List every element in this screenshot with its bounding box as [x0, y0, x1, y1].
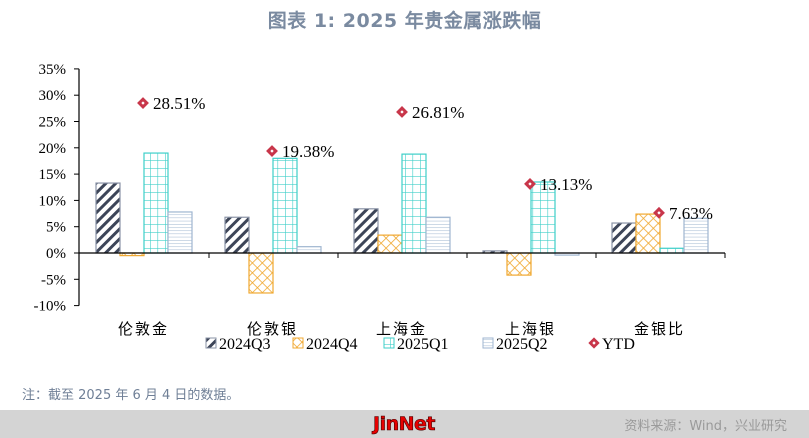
ytd-value-label: 19.38% [282, 142, 334, 161]
bar-2025q2 [296, 246, 322, 254]
bar-2025q1 [659, 247, 685, 254]
ytd-value-label: 13.13% [540, 175, 592, 194]
bar-2024q3 [95, 182, 121, 254]
bar-chart: 35% 30% 25% 20% 15% 10% 5% 0% -5% -10% 伦敦金 伦敦银 上海金 上… [34, 62, 726, 353]
source-text: 资料来源：Wind，兴业研究 [624, 419, 787, 434]
y-axis: 35% 30% 25% 20% 15% 10% 5% 0% -5% -10% [34, 62, 80, 315]
y-tick-label: -10% [34, 299, 67, 315]
x-axis: 伦敦金 伦敦银 上海金 上海银 金银比 [79, 252, 726, 338]
y-tick-label: 25% [39, 115, 67, 131]
x-category-label: 上海金 [376, 321, 427, 338]
x-category-label: 金银比 [634, 321, 685, 338]
ytd-value-label: 7.63% [669, 204, 713, 223]
bar-2025q1 [143, 152, 169, 254]
legend-swatch-2024q4-icon [292, 337, 304, 349]
bar-2025q2 [683, 217, 709, 254]
legend-swatch-2025q2-icon [482, 337, 494, 349]
y-tick-label: 30% [39, 88, 67, 104]
bar-2024q3 [353, 208, 379, 254]
ytd-value-label: 26.81% [412, 103, 464, 122]
legend-label: YTD [602, 336, 635, 353]
footnote: 注：截至 2025 年 6 月 4 日的数据。 [22, 388, 240, 403]
y-tick-label: 35% [39, 62, 67, 78]
legend-swatch-2025q1-icon [383, 337, 395, 349]
bar-2025q1 [401, 153, 427, 254]
y-tick-label: 15% [39, 167, 67, 183]
bar-2024q4 [377, 234, 403, 254]
bar-2024q3 [224, 216, 250, 254]
bar-2024q4 [635, 213, 661, 254]
ytd-value-label: 28.51% [153, 94, 205, 113]
legend-label: 2024Q3 [219, 336, 271, 353]
x-category-label: 伦敦金 [118, 321, 169, 338]
bar-2024q3 [611, 222, 637, 254]
x-category-label: 上海银 [505, 321, 556, 338]
legend-label: 2024Q4 [306, 336, 358, 353]
chart-title: 图表 1: 2025 年贵金属涨跌幅 [267, 10, 542, 32]
x-category-label: 伦敦银 [247, 321, 298, 338]
ytd-markers: 28.51% 19.38% 26.81% 13.13% 7.63% [137, 94, 713, 223]
legend: 2024Q3 2024Q4 2025Q1 2025Q2 YTD [205, 336, 635, 353]
y-tick-label: 0% [46, 246, 66, 262]
bar-2024q4 [506, 252, 532, 276]
bar-series [95, 152, 709, 294]
footer-bar: JinNet 资料来源：Wind，兴业研究 [0, 410, 809, 438]
y-tick-label: -5% [41, 272, 66, 288]
bar-2025q2 [167, 211, 193, 254]
legend-label: 2025Q2 [496, 336, 548, 353]
brand-logo: JinNet [373, 413, 436, 436]
legend-swatch-2024q3-icon [205, 337, 217, 349]
legend-label: 2025Q1 [397, 336, 449, 353]
y-tick-label: 20% [39, 141, 67, 157]
y-tick-label: 10% [39, 193, 67, 209]
bar-2024q4 [248, 252, 274, 294]
bar-2025q2 [425, 216, 451, 254]
y-tick-label: 5% [46, 220, 66, 236]
bar-2025q1 [272, 157, 298, 254]
